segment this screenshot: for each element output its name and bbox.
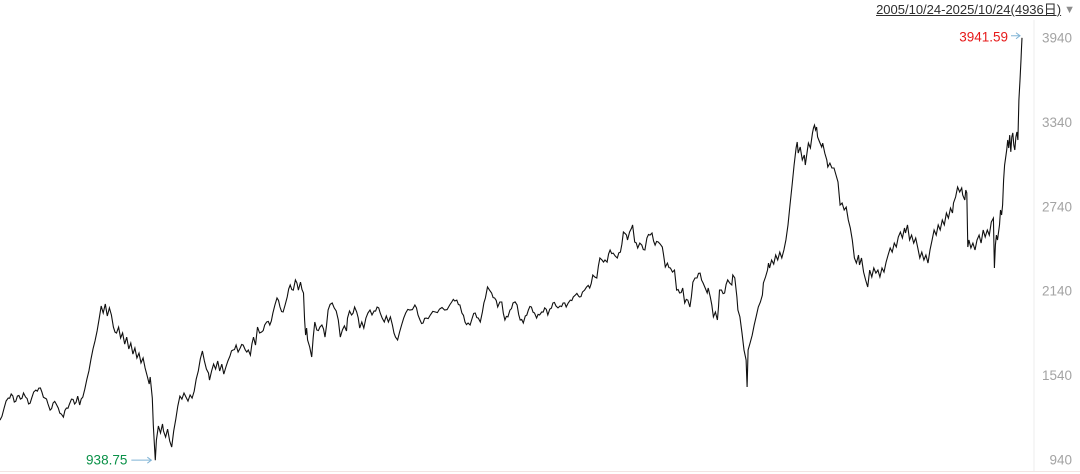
date-range-selector[interactable]: 2005/10/24-2025/10/24(4936日)	[876, 2, 1062, 17]
dropdown-arrow-icon[interactable]: ▼	[1064, 4, 1075, 16]
y-axis-tick-label: 1540	[1042, 368, 1072, 383]
y-axis-tick-label: 2140	[1042, 284, 1072, 299]
last-value-label: 3941.59	[959, 29, 1008, 44]
y-axis-tick-label: 940	[1049, 453, 1072, 468]
last-arrow-icon	[1015, 32, 1021, 40]
min-arrow-icon	[147, 456, 153, 464]
chart-header: 2005/10/24-2025/10/24(4936日) ▼	[876, 2, 1075, 18]
y-axis-tick-label: 2740	[1042, 199, 1072, 214]
y-axis-tick-label: 3340	[1042, 115, 1072, 130]
y-axis-tick-label: 3940	[1042, 31, 1072, 46]
min-value-label: 938.75	[86, 453, 127, 468]
price-line	[0, 37, 1023, 461]
